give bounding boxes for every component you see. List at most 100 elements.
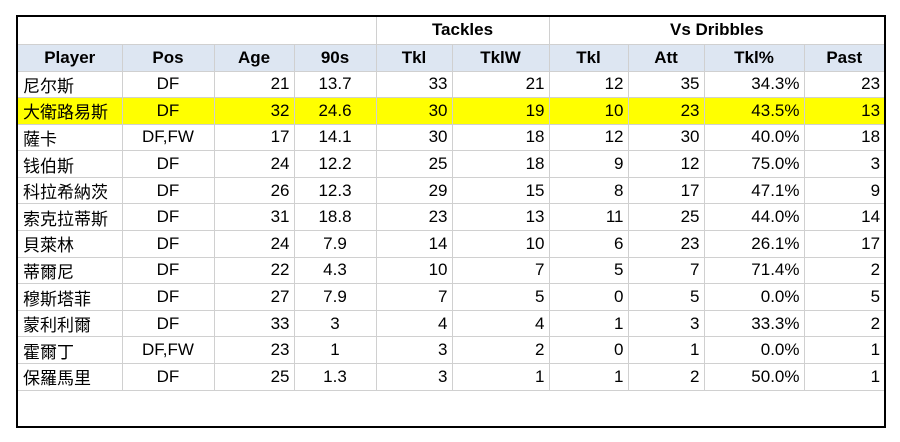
table-cell: 12 bbox=[549, 71, 629, 99]
table-cell: 3 bbox=[628, 310, 705, 338]
table-cell: 12.3 bbox=[294, 177, 377, 205]
table-cell: 13.7 bbox=[294, 71, 377, 99]
table-cell: 4.3 bbox=[294, 257, 377, 285]
table-cell: 0 bbox=[549, 283, 629, 311]
table-cell: 0.0% bbox=[704, 283, 805, 311]
player-name-cell: 尼尔斯 bbox=[18, 71, 123, 99]
player-name-cell: 貝萊林 bbox=[18, 230, 123, 258]
group-header-blank bbox=[18, 17, 377, 45]
table-cell: 33 bbox=[376, 71, 453, 99]
table-cell: DF,FW bbox=[122, 124, 215, 152]
table-cell: 1.3 bbox=[294, 363, 377, 391]
player-name-cell: 蒂爾尼 bbox=[18, 257, 123, 285]
player-name-cell: 索克拉蒂斯 bbox=[18, 203, 123, 232]
table-cell: 35 bbox=[628, 71, 705, 99]
table-cell: 0.0% bbox=[704, 336, 805, 365]
table-cell: 33 bbox=[214, 310, 295, 338]
table-cell: 2 bbox=[452, 336, 550, 365]
table-cell: 40.0% bbox=[704, 124, 805, 152]
table-cell: 13 bbox=[804, 97, 885, 125]
table-row: 穆斯塔菲 DF 27 7.9 7 5 0 5 0.0% 5 bbox=[18, 283, 885, 311]
table-cell: 11 bbox=[549, 203, 629, 232]
table-row: 貝萊林 DF 24 7.9 14 10 6 23 26.1% 17 bbox=[18, 230, 885, 258]
table-cell: 26.1% bbox=[704, 230, 805, 258]
table-cell: 30 bbox=[376, 97, 453, 125]
table-cell: 30 bbox=[628, 124, 705, 152]
table-cell: 24 bbox=[214, 150, 295, 178]
table-cell: 44.0% bbox=[704, 203, 805, 232]
table-cell: 17 bbox=[804, 230, 885, 258]
column-header-90s: 90s bbox=[294, 44, 377, 72]
group-header-tackles: Tackles bbox=[376, 17, 550, 45]
table-cell: 1 bbox=[804, 363, 885, 391]
column-header-past: Past bbox=[804, 44, 885, 72]
table-cell: 25 bbox=[214, 363, 295, 391]
table-cell: 30 bbox=[376, 124, 453, 152]
column-header-tkl-: Tkl% bbox=[704, 44, 805, 72]
table-cell: 19 bbox=[452, 97, 550, 125]
player-name-cell: 霍爾丁 bbox=[18, 336, 123, 365]
table-cell: 10 bbox=[452, 230, 550, 258]
table-cell: 2 bbox=[804, 257, 885, 285]
column-header-att: Att bbox=[628, 44, 705, 72]
table-cell: 12 bbox=[628, 150, 705, 178]
table-row: 索克拉蒂斯 DF 31 18.8 23 13 11 25 44.0% 14 bbox=[18, 203, 885, 232]
table-row: 蒂爾尼 DF 22 4.3 10 7 5 7 71.4% 2 bbox=[18, 257, 885, 285]
table-cell: 9 bbox=[804, 177, 885, 205]
table-cell: 9 bbox=[549, 150, 629, 178]
table-row: 尼尔斯 DF 21 13.7 33 21 12 35 34.3% 23 bbox=[18, 71, 885, 99]
table-row: 大衛路易斯 DF 32 24.6 30 19 10 23 43.5% 13 bbox=[18, 97, 885, 125]
table-cell: 27 bbox=[214, 283, 295, 311]
table-cell: 71.4% bbox=[704, 257, 805, 285]
table-cell: 3 bbox=[376, 336, 453, 365]
table-cell: 3 bbox=[804, 150, 885, 178]
table-cell: 1 bbox=[549, 363, 629, 391]
table-row: 霍爾丁 DF,FW 23 1 3 2 0 1 0.0% 1 bbox=[18, 336, 885, 365]
column-header-tkl: Tkl bbox=[376, 44, 453, 72]
table-cell: 1 bbox=[549, 310, 629, 338]
table-cell: 2 bbox=[804, 310, 885, 338]
player-name-cell: 科拉希納茨 bbox=[18, 177, 123, 205]
table-cell: 17 bbox=[214, 124, 295, 152]
table-cell: 3 bbox=[376, 363, 453, 391]
table-cell: 12 bbox=[549, 124, 629, 152]
table-cell: 25 bbox=[376, 150, 453, 178]
column-header-age: Age bbox=[214, 44, 295, 72]
column-header-player: Player bbox=[18, 44, 123, 72]
table-cell: DF bbox=[122, 71, 215, 99]
table-cell: 47.1% bbox=[704, 177, 805, 205]
table-cell: 43.5% bbox=[704, 97, 805, 125]
table-cell: 6 bbox=[549, 230, 629, 258]
table-cell: 0 bbox=[549, 336, 629, 365]
table-cell: 5 bbox=[804, 283, 885, 311]
table-cell: 23 bbox=[628, 230, 705, 258]
table-cell: 26 bbox=[214, 177, 295, 205]
table-cell: 7 bbox=[452, 257, 550, 285]
table-row: 薩卡 DF,FW 17 14.1 30 18 12 30 40.0% 18 bbox=[18, 124, 885, 152]
column-header-tkl: Tkl bbox=[549, 44, 629, 72]
player-name-cell: 大衛路易斯 bbox=[18, 97, 123, 125]
table-cell: 17 bbox=[628, 177, 705, 205]
column-header-tklw: TklW bbox=[452, 44, 550, 72]
table-cell: 1 bbox=[452, 363, 550, 391]
table-cell: 29 bbox=[376, 177, 453, 205]
table-cell: 14 bbox=[804, 203, 885, 232]
table-cell: 13 bbox=[452, 203, 550, 232]
table-cell: DF bbox=[122, 97, 215, 125]
table-cell: 32 bbox=[214, 97, 295, 125]
table-cell: 5 bbox=[628, 283, 705, 311]
table-cell: 24 bbox=[214, 230, 295, 258]
table-cell: DF bbox=[122, 310, 215, 338]
table-cell: 10 bbox=[549, 97, 629, 125]
column-header-row: Player Pos Age 90s Tkl TklW Tkl Att Tkl% Past bbox=[18, 44, 885, 72]
table-cell: 18 bbox=[452, 150, 550, 178]
table-cell: 23 bbox=[214, 336, 295, 365]
table-cell: 12.2 bbox=[294, 150, 377, 178]
table-cell: 1 bbox=[804, 336, 885, 365]
table-cell: DF bbox=[122, 363, 215, 391]
table-cell: 34.3% bbox=[704, 71, 805, 99]
table-cell: DF bbox=[122, 230, 215, 258]
column-header-pos: Pos bbox=[122, 44, 215, 72]
table-cell: 7.9 bbox=[294, 283, 377, 311]
group-header-vs-dribbles: Vs Dribbles bbox=[549, 17, 885, 45]
